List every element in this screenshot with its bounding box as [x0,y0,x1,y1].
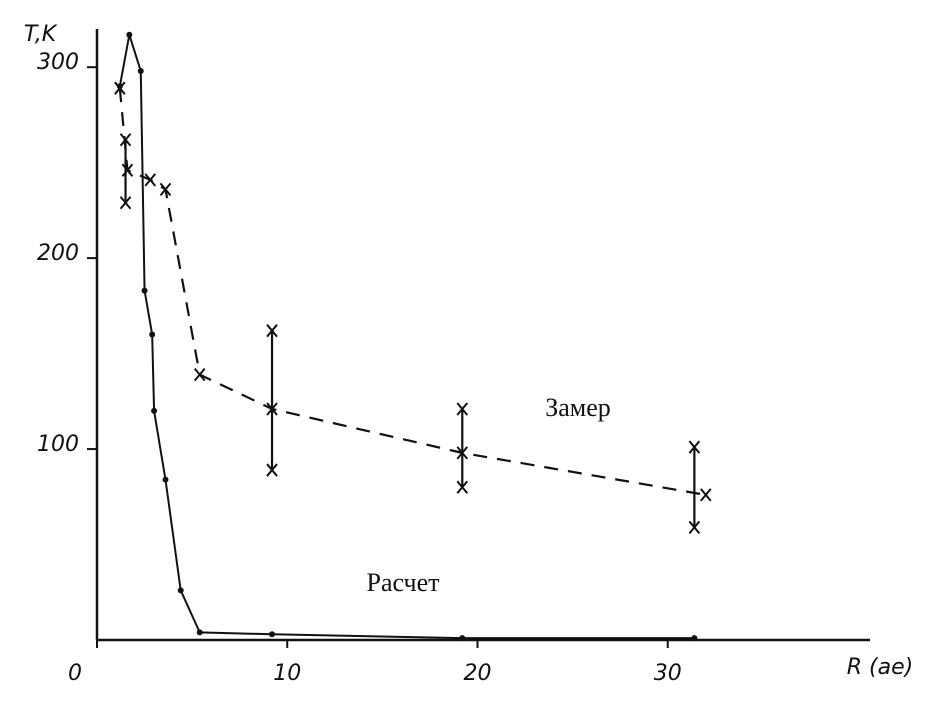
data-point [162,476,169,483]
data-point [459,635,466,642]
x-tick-label: 30 [654,661,682,686]
series-label: Замер [545,393,611,422]
series-line [118,34,695,640]
x-tick-label: 20 [464,661,492,686]
error-bar-low [456,480,469,494]
data-point [151,407,158,414]
y-tick-label: 100 [37,432,79,457]
data-point [269,631,276,638]
data-point [137,68,144,75]
data-point [177,587,184,594]
error-bar-high [456,402,469,416]
data-point [141,287,148,294]
x-tick-label: 10 [273,661,301,686]
y-tick-label: 300 [37,50,79,75]
y-tick-label: 200 [37,241,79,266]
error-bar-low [266,463,278,477]
data-point [700,488,712,502]
data-point [116,83,123,90]
data-point [159,182,172,197]
data-point [149,331,156,338]
error-bar-high [266,324,278,338]
y-axis-label: T,K [24,22,58,47]
error-bar-high [119,133,132,147]
data-point [691,635,698,642]
data-point [193,367,206,382]
series-line [118,88,706,496]
data-point [121,163,134,177]
error-bar-high [688,440,701,454]
data-point [144,173,157,187]
data-point [126,31,133,38]
error-bar-low [119,196,132,210]
error-bar-low [688,520,701,534]
series-label: Расчет [367,568,440,597]
data-point [196,629,203,636]
x-tick-label: 0 [68,661,82,686]
x-axis-label: R (ae) [847,655,913,680]
